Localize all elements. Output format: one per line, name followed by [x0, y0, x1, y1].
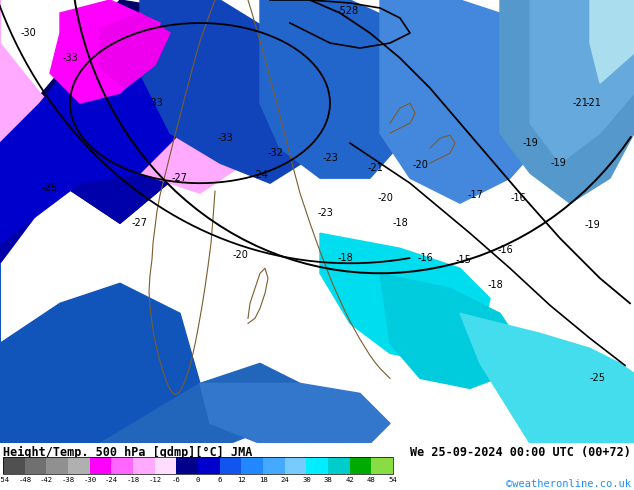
Bar	[3, 457, 25, 474]
Text: -27: -27	[172, 173, 188, 183]
Text: -18: -18	[487, 280, 503, 290]
Text: -21: -21	[585, 98, 601, 108]
Polygon shape	[500, 0, 634, 203]
Text: 38: 38	[324, 476, 332, 483]
Bar	[155, 457, 176, 474]
Polygon shape	[0, 13, 240, 263]
Bar	[3, 457, 393, 474]
Text: 12: 12	[237, 476, 246, 483]
Polygon shape	[260, 0, 430, 178]
Polygon shape	[460, 313, 634, 443]
Text: -16: -16	[510, 193, 526, 203]
Polygon shape	[0, 0, 300, 193]
Text: -6: -6	[172, 476, 181, 483]
Bar	[285, 457, 306, 474]
Polygon shape	[100, 364, 300, 443]
Text: ©weatheronline.co.uk: ©weatheronline.co.uk	[506, 479, 631, 489]
Text: -23: -23	[317, 208, 333, 218]
Polygon shape	[50, 0, 160, 103]
Bar	[90, 457, 112, 474]
Polygon shape	[380, 0, 560, 203]
Text: -21: -21	[572, 98, 588, 108]
Bar	[220, 457, 242, 474]
Text: -23: -23	[322, 153, 338, 163]
Polygon shape	[200, 383, 390, 443]
Bar	[176, 457, 198, 474]
Text: 42: 42	[346, 476, 354, 483]
Bar	[198, 457, 220, 474]
Text: 24: 24	[280, 476, 289, 483]
Text: -16: -16	[417, 253, 433, 263]
Text: We 25-09-2024 00:00 UTC (00+72): We 25-09-2024 00:00 UTC (00+72)	[410, 446, 631, 459]
Text: -25: -25	[42, 183, 58, 193]
Polygon shape	[380, 273, 520, 389]
Text: -33: -33	[217, 133, 233, 143]
Text: -30: -30	[83, 476, 96, 483]
Text: 18: 18	[259, 476, 268, 483]
Text: -20: -20	[412, 160, 428, 170]
Text: -24: -24	[105, 476, 118, 483]
Bar	[25, 457, 46, 474]
Polygon shape	[0, 0, 240, 223]
Bar	[328, 457, 350, 474]
Polygon shape	[0, 23, 200, 243]
Text: -32: -32	[267, 148, 283, 158]
Text: -38: -38	[61, 476, 75, 483]
Text: 54: 54	[389, 476, 398, 483]
Bar	[46, 457, 68, 474]
Bar	[350, 457, 372, 474]
Text: -20: -20	[232, 250, 248, 260]
Text: -30: -30	[20, 28, 36, 38]
Text: -17: -17	[467, 190, 483, 200]
Text: -20: -20	[377, 193, 393, 203]
Bar	[133, 457, 155, 474]
Text: 6: 6	[217, 476, 222, 483]
Text: 0: 0	[196, 476, 200, 483]
Bar	[68, 457, 90, 474]
Polygon shape	[100, 13, 170, 88]
Polygon shape	[530, 0, 634, 163]
Text: -19: -19	[522, 138, 538, 148]
Text: -25: -25	[590, 373, 606, 383]
Text: -24: -24	[252, 170, 268, 180]
Text: -27: -27	[132, 218, 148, 228]
Text: -48: -48	[18, 476, 32, 483]
Bar	[242, 457, 263, 474]
Text: -18: -18	[127, 476, 139, 483]
Text: 48: 48	[367, 476, 376, 483]
Text: -19: -19	[584, 220, 600, 230]
Text: -18: -18	[337, 253, 353, 263]
Text: -16: -16	[497, 245, 513, 255]
Text: -19: -19	[550, 158, 566, 168]
Text: -12: -12	[148, 476, 162, 483]
Text: -18: -18	[392, 218, 408, 228]
Polygon shape	[0, 263, 200, 443]
Text: -54: -54	[0, 476, 10, 483]
Text: -21: -21	[367, 163, 383, 173]
Bar	[306, 457, 328, 474]
Text: -33: -33	[62, 53, 78, 63]
Bar	[263, 457, 285, 474]
Text: -528: -528	[337, 6, 359, 16]
Polygon shape	[320, 233, 490, 364]
Text: -15: -15	[455, 255, 471, 265]
Text: 30: 30	[302, 476, 311, 483]
Polygon shape	[140, 0, 330, 183]
Text: -42: -42	[40, 476, 53, 483]
Bar	[112, 457, 133, 474]
Text: -33: -33	[147, 98, 163, 108]
Text: Height/Temp. 500 hPa [gdmp][°C] JMA: Height/Temp. 500 hPa [gdmp][°C] JMA	[3, 446, 252, 459]
Bar	[372, 457, 393, 474]
Polygon shape	[590, 0, 634, 83]
